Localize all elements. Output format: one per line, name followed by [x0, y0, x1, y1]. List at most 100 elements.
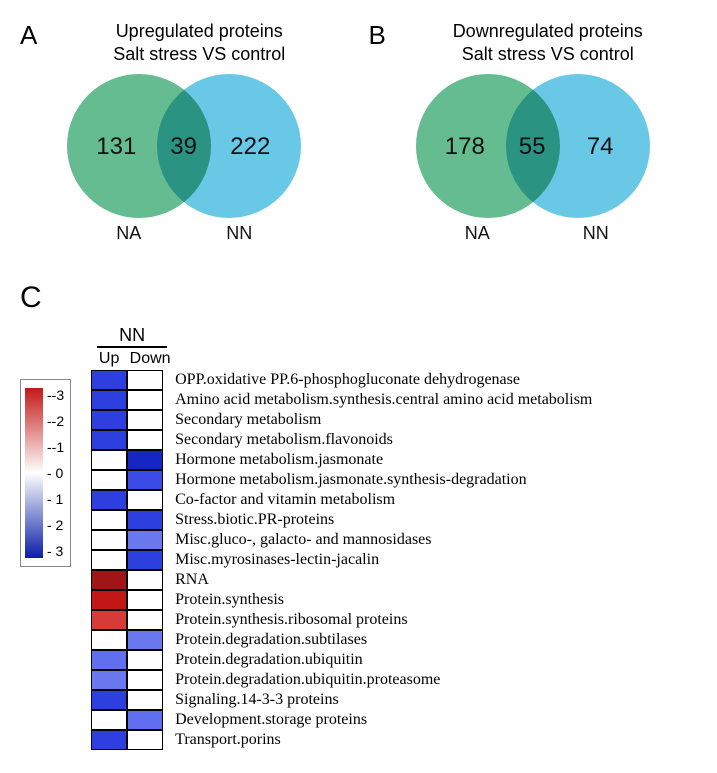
heatmap-cell-up — [91, 590, 127, 610]
heatmap-cell-down — [127, 670, 163, 690]
heatmap-row-label: Protein.synthesis.ribosomal proteins — [175, 612, 407, 628]
heatmap-row: Protein.degradation.subtilases — [91, 630, 592, 650]
heatmap-cell-down — [127, 470, 163, 490]
heatmap-row: Secondary metabolism — [91, 410, 592, 430]
heatmap-cell-up — [91, 470, 127, 490]
heatmap-row: Hormone metabolism.jasmonate.synthesis-d… — [91, 470, 592, 490]
heatmap-rows: OPP.oxidative PP.6-phosphogluconate dehy… — [91, 370, 592, 750]
col-up-label: Up — [91, 350, 127, 368]
heatmap-cell-up — [91, 510, 127, 530]
heatmap-row: Protein.degradation.ubiquitin.proteasome — [91, 670, 592, 690]
heatmap-cell-up — [91, 570, 127, 590]
panel-b-venn: 178 55 74 NA NN — [393, 71, 673, 241]
heatmap-row: Protein.synthesis.ribosomal proteins — [91, 610, 592, 630]
heatmap-row: Amino acid metabolism.synthesis.central … — [91, 390, 592, 410]
legend-tick: --1 — [47, 440, 64, 454]
heatmap-cell-up — [91, 610, 127, 630]
heatmap-cell-down — [127, 410, 163, 430]
legend-tick: --2 — [47, 414, 64, 428]
heatmap-area: NN Up Down OPP.oxidative PP.6-phosphoglu… — [91, 325, 592, 750]
venn-left-label: NA — [116, 223, 141, 244]
heatmap-cell-up — [91, 530, 127, 550]
panel-a: A Upregulated proteins Salt stress VS co… — [20, 20, 349, 241]
heatmap-row: RNA — [91, 570, 592, 590]
heatmap-row-label: Protein.synthesis — [175, 592, 284, 608]
heatmap-row: Protein.synthesis — [91, 590, 592, 610]
heatmap-cell-down — [127, 590, 163, 610]
heatmap-row: Protein.degradation.ubiquitin — [91, 650, 592, 670]
heatmap-cell-up — [91, 690, 127, 710]
panel-a-title-line2: Salt stress VS control — [50, 43, 349, 66]
heatmap-cell-down — [127, 630, 163, 650]
venn-left-value: 131 — [96, 133, 136, 161]
heatmap-cell-up — [91, 450, 127, 470]
heatmap-row-label: Protein.degradation.subtilases — [175, 632, 367, 648]
heatmap-cell-down — [127, 430, 163, 450]
col-down-label: Down — [127, 350, 173, 368]
venn-overlap-value: 39 — [170, 133, 197, 161]
heatmap-row: Signaling.14-3-3 proteins — [91, 690, 592, 710]
heatmap-row-label: Hormone metabolism.jasmonate — [175, 452, 383, 468]
panel-a-venn: 131 39 222 NA NN — [44, 71, 324, 241]
venn-right-value: 222 — [230, 133, 270, 161]
panel-c: C --3--2--1- 0- 1- 2- 3 NN Up Down OPP.o… — [20, 281, 697, 750]
heatmap-cell-down — [127, 690, 163, 710]
heatmap-row: Transport.porins — [91, 730, 592, 750]
legend-tick: --3 — [47, 388, 64, 402]
heatmap-row-label: RNA — [175, 572, 209, 588]
heatmap-cell-up — [91, 630, 127, 650]
heatmap-cell-down — [127, 570, 163, 590]
heatmap-cell-up — [91, 550, 127, 570]
color-legend: --3--2--1- 0- 1- 2- 3 — [20, 379, 71, 567]
heatmap-cell-down — [127, 710, 163, 730]
heatmap-row-label: OPP.oxidative PP.6-phosphogluconate dehy… — [175, 372, 520, 388]
heatmap-cell-up — [91, 670, 127, 690]
panel-b-title-line2: Salt stress VS control — [399, 43, 698, 66]
heatmap-row: Misc.myrosinases-lectin-jacalin — [91, 550, 592, 570]
venn-left-label: NA — [465, 223, 490, 244]
heatmap-row-label: Secondary metabolism — [175, 412, 321, 428]
venn-right-label: NN — [583, 223, 609, 244]
heatmap-cell-down — [127, 730, 163, 750]
heatmap-row-label: Co-factor and vitamin metabolism — [175, 492, 395, 508]
heatmap-cell-down — [127, 550, 163, 570]
legend-gradient — [25, 388, 43, 558]
heatmap-row-label: Stress.biotic.PR-proteins — [175, 512, 334, 528]
venn-right-label: NN — [226, 223, 252, 244]
heatmap-row: Stress.biotic.PR-proteins — [91, 510, 592, 530]
heatmap-cell-down — [127, 390, 163, 410]
heatmap-cell-down — [127, 650, 163, 670]
heatmap-cell-up — [91, 710, 127, 730]
panel-b-title: Downregulated proteins Salt stress VS co… — [399, 20, 698, 65]
heatmap-cell-up — [91, 370, 127, 390]
heatmap-row-label: Development.storage proteins — [175, 712, 367, 728]
heatmap-row-label: Signaling.14-3-3 proteins — [175, 692, 339, 708]
heatmap-cell-down — [127, 530, 163, 550]
heatmap-cell-up — [91, 390, 127, 410]
heatmap-row: Hormone metabolism.jasmonate — [91, 450, 592, 470]
legend-tick: - 3 — [47, 544, 64, 558]
heatmap-column-labels: Up Down — [91, 350, 592, 368]
heatmap-cell-up — [91, 490, 127, 510]
legend-tick: - 0 — [47, 466, 64, 480]
heatmap-row-label: Transport.porins — [175, 732, 281, 748]
heatmap-row: Secondary metabolism.flavonoids — [91, 430, 592, 450]
heatmap-row-label: Misc.myrosinases-lectin-jacalin — [175, 552, 379, 568]
panel-a-title-line1: Upregulated proteins — [50, 20, 349, 43]
heatmap-cell-down — [127, 370, 163, 390]
heatmap-row-label: Misc.gluco-, galacto- and mannosidases — [175, 532, 431, 548]
venn-overlap-value: 55 — [519, 133, 546, 161]
heatmap-cell-down — [127, 490, 163, 510]
heatmap-row: OPP.oxidative PP.6-phosphogluconate dehy… — [91, 370, 592, 390]
heatmap-group-label: NN — [97, 325, 167, 348]
heatmap-row: Development.storage proteins — [91, 710, 592, 730]
heatmap-cell-up — [91, 430, 127, 450]
panel-a-letter: A — [20, 20, 37, 51]
venn-left-value: 178 — [445, 133, 485, 161]
heatmap-cell-up — [91, 730, 127, 750]
venn-right-value: 74 — [587, 133, 614, 161]
panel-b-letter: B — [369, 20, 386, 51]
heatmap-row-label: Secondary metabolism.flavonoids — [175, 432, 393, 448]
heatmap-row-label: Protein.degradation.ubiquitin — [175, 652, 363, 668]
heatmap-cell-down — [127, 510, 163, 530]
